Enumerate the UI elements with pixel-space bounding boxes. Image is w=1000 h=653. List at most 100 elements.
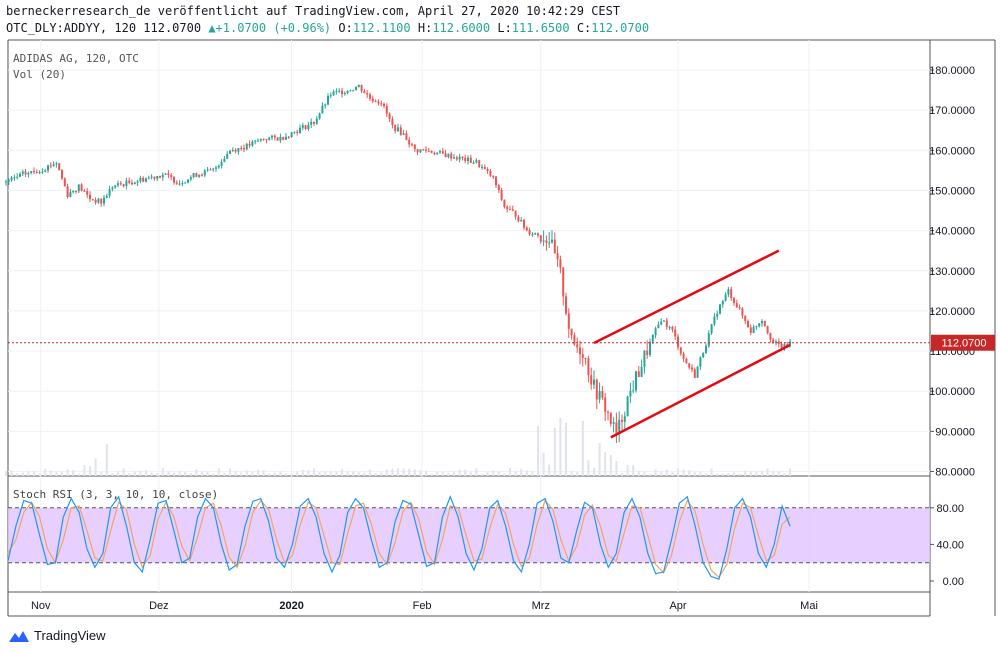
candle-body bbox=[671, 326, 674, 330]
symbol-price: OTC_DLY:ADDYY, 120 112.0700 bbox=[6, 21, 202, 35]
candle-body bbox=[509, 209, 511, 211]
volume-bar bbox=[654, 469, 657, 476]
volume-bar bbox=[458, 469, 461, 476]
candle-body bbox=[441, 151, 444, 154]
candle-body bbox=[145, 178, 147, 182]
candle-body bbox=[201, 174, 203, 176]
volume-bar bbox=[77, 473, 80, 476]
volume-bar bbox=[637, 471, 640, 476]
candle-body bbox=[514, 210, 517, 217]
candle-body bbox=[531, 234, 534, 236]
candle-body bbox=[307, 124, 310, 130]
candle-body bbox=[72, 190, 75, 193]
price-tick-label: 180.0000 bbox=[929, 65, 975, 77]
volume-bar bbox=[705, 473, 707, 476]
candle-body bbox=[422, 149, 425, 151]
candle-body bbox=[341, 90, 343, 95]
volume-bar bbox=[486, 471, 489, 476]
volume-bar bbox=[234, 471, 237, 476]
candle-body bbox=[598, 391, 601, 400]
volume-bar bbox=[481, 473, 483, 476]
volume-bar bbox=[285, 473, 287, 476]
candle-body bbox=[327, 95, 329, 105]
volume-bar bbox=[122, 468, 125, 476]
volume-bar bbox=[514, 471, 517, 476]
candle-body bbox=[615, 422, 618, 435]
candle-body bbox=[405, 133, 408, 140]
candle-body bbox=[542, 240, 545, 242]
candle-body bbox=[416, 149, 419, 153]
candle-body bbox=[747, 320, 749, 328]
volume-bars bbox=[5, 417, 791, 476]
candle-body bbox=[125, 180, 128, 187]
time-tick-label: Mai bbox=[800, 600, 818, 612]
candle-body bbox=[705, 345, 707, 354]
volume-bar bbox=[16, 473, 19, 476]
candle-body bbox=[721, 300, 724, 305]
volume-bar bbox=[335, 471, 338, 476]
volume-bar bbox=[436, 472, 439, 476]
candle-body bbox=[240, 148, 243, 150]
candle-body bbox=[86, 191, 89, 195]
volume-bar bbox=[464, 469, 467, 476]
candle-body bbox=[220, 161, 223, 166]
candle-body bbox=[27, 173, 30, 175]
volume-bar bbox=[643, 471, 646, 476]
volume-bar bbox=[240, 472, 243, 476]
candle-body bbox=[181, 183, 184, 185]
candle-body bbox=[626, 396, 629, 417]
candle-body bbox=[19, 173, 21, 177]
volume-bar bbox=[419, 470, 422, 476]
time-tick-label: 2020 bbox=[279, 600, 303, 612]
candle-body bbox=[581, 354, 584, 358]
candle-body bbox=[75, 190, 77, 192]
volume-bar bbox=[761, 470, 763, 476]
price-grid: 180.0000 170.0000 160.0000 150.0000 140.0000… bbox=[8, 65, 975, 479]
candle-body bbox=[551, 239, 553, 243]
volume-bar bbox=[374, 473, 377, 476]
volume-bar bbox=[665, 469, 668, 476]
volume-bar bbox=[279, 471, 282, 476]
candle-body bbox=[419, 149, 422, 153]
volume-bar bbox=[195, 469, 198, 476]
candle-body bbox=[752, 326, 755, 333]
volume-bar bbox=[688, 470, 691, 476]
candle-body bbox=[716, 313, 719, 317]
candle-body bbox=[413, 144, 416, 150]
candle-body bbox=[192, 173, 195, 178]
candle-body bbox=[97, 198, 100, 203]
volume-bar bbox=[10, 470, 13, 476]
candle-body bbox=[506, 206, 509, 210]
volume-bar bbox=[257, 469, 259, 476]
volume-bar bbox=[755, 471, 758, 476]
candle-body bbox=[553, 239, 556, 254]
candle-body bbox=[738, 307, 741, 309]
candle-body bbox=[324, 104, 327, 106]
volume-bar bbox=[173, 472, 175, 476]
candle-body bbox=[209, 169, 212, 171]
price-tick-label: 150.0000 bbox=[929, 185, 975, 197]
candle-body bbox=[44, 170, 47, 172]
candle-body bbox=[604, 397, 607, 412]
volume-bar bbox=[587, 460, 590, 476]
candle-body bbox=[189, 177, 192, 180]
candle-body bbox=[663, 320, 665, 322]
candle-body bbox=[545, 240, 548, 244]
volume-bar bbox=[453, 471, 455, 476]
tradingview-footer[interactable]: TradingView bbox=[8, 628, 106, 643]
candle-body bbox=[391, 118, 394, 125]
candle-body bbox=[579, 347, 581, 355]
candle-body bbox=[629, 390, 632, 397]
candle-body bbox=[741, 308, 744, 316]
volume-bar bbox=[699, 471, 702, 476]
candle-body bbox=[142, 177, 145, 182]
candle-body bbox=[360, 84, 363, 92]
candle-body bbox=[777, 341, 780, 344]
volume-bar bbox=[61, 472, 63, 476]
volume-bar bbox=[621, 472, 623, 476]
candle-body bbox=[251, 141, 254, 146]
candle-body bbox=[707, 333, 710, 346]
volume-bar bbox=[380, 472, 383, 476]
candle-body bbox=[528, 230, 531, 235]
